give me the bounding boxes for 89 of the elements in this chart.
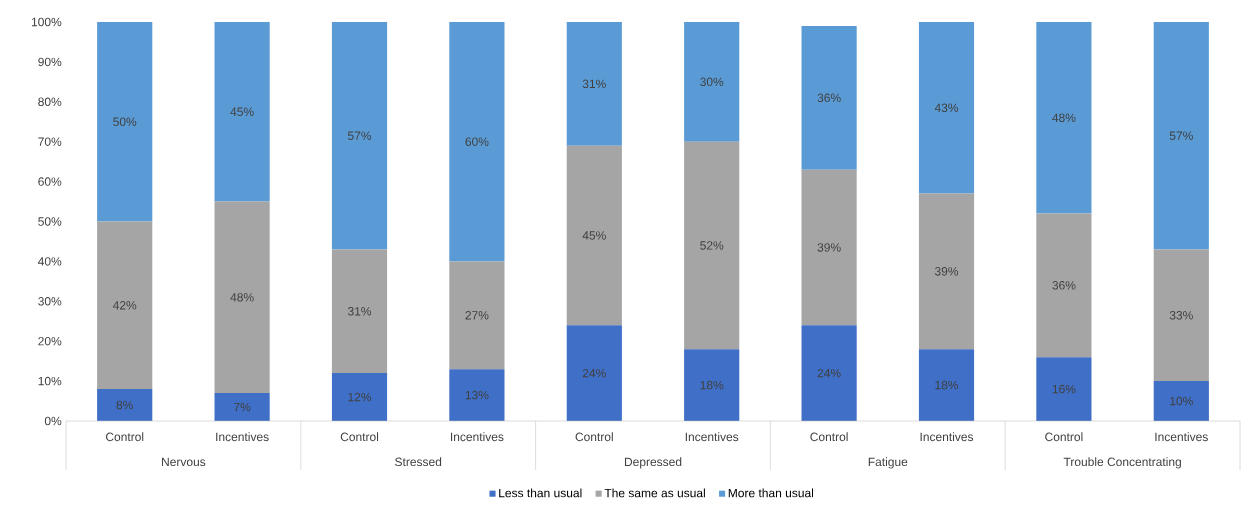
- legend-label: The same as usual: [604, 488, 705, 498]
- bar: [801, 325, 857, 421]
- bar: [449, 22, 505, 262]
- data-label: 13%: [465, 390, 489, 400]
- bar: [214, 22, 270, 202]
- x-tick-label: Control: [340, 432, 379, 442]
- data-label: 43%: [934, 103, 959, 113]
- bar: [97, 389, 153, 421]
- data-label: 18%: [935, 380, 959, 390]
- x-tick-label: Control: [1045, 432, 1083, 442]
- x-tick-label: Incentives: [1155, 432, 1208, 442]
- bar: [566, 325, 622, 421]
- y-tick-label: 50%: [38, 217, 62, 226]
- data-label: 48%: [1052, 113, 1076, 123]
- bar: [918, 349, 975, 421]
- data-label: 33%: [1169, 311, 1193, 320]
- data-label: 39%: [817, 243, 841, 252]
- bar: [918, 193, 975, 350]
- x-tick-label: Control: [575, 432, 613, 442]
- text: Depressed: [624, 457, 682, 469]
- bar: [214, 201, 270, 394]
- bar: [214, 393, 270, 421]
- bar: [1036, 213, 1092, 358]
- x-tick-label: Control: [105, 432, 144, 442]
- data-label: 45%: [582, 231, 606, 240]
- bar: [1036, 22, 1092, 214]
- bar: [684, 349, 740, 421]
- bar: [449, 261, 505, 370]
- x-tick-label: Incentives: [451, 432, 504, 442]
- data-label: 7%: [234, 402, 251, 412]
- text: Nervous: [162, 457, 206, 467]
- data-label: 39%: [934, 267, 959, 276]
- y-tick-label: 0%: [44, 416, 62, 426]
- data-label: 8%: [116, 400, 133, 410]
- bar: [918, 22, 975, 194]
- bar: [331, 22, 388, 250]
- data-label: 30%: [700, 77, 724, 87]
- bar: [97, 22, 153, 222]
- data-label: 36%: [817, 93, 841, 103]
- data-label: 31%: [347, 307, 372, 316]
- y-tick-label: 80%: [38, 97, 62, 107]
- y-tick-label: 90%: [38, 57, 62, 67]
- y-tick-label: 60%: [38, 177, 62, 186]
- y-tick-label: 30%: [38, 297, 62, 306]
- data-label: 52%: [700, 241, 724, 250]
- data-label: 16%: [1052, 384, 1076, 394]
- data-label: 10%: [1170, 396, 1193, 406]
- bar: [331, 373, 388, 421]
- x-tick-label: Incentives: [685, 432, 739, 442]
- x-tick-label: Incentives: [216, 432, 269, 442]
- y-tick-label: 100%: [31, 17, 62, 27]
- text: Trouble Concentrating: [1063, 457, 1181, 469]
- bar: [1153, 381, 1209, 421]
- data-label: 45%: [230, 107, 254, 116]
- bar: [449, 369, 505, 421]
- data-label: 48%: [230, 293, 254, 302]
- data-label: 12%: [348, 392, 372, 402]
- data-label: 18%: [700, 380, 724, 390]
- legend-label: More than usual: [728, 488, 814, 498]
- bar: [566, 145, 622, 326]
- bar: [1036, 357, 1092, 421]
- bar: [97, 221, 153, 390]
- legend-label: Less than usual: [499, 488, 582, 498]
- data-label: 24%: [817, 368, 841, 378]
- data-label: 60%: [465, 137, 489, 146]
- bar: [801, 25, 857, 170]
- data-label: 50%: [113, 117, 137, 127]
- y-tick-label: 10%: [38, 376, 62, 386]
- data-label: 24%: [582, 368, 606, 378]
- y-tick-label: 20%: [38, 336, 62, 346]
- x-tick-label: Control: [810, 432, 848, 442]
- text: Fatigue: [868, 457, 908, 469]
- y-tick-label: 70%: [38, 137, 62, 146]
- data-label: 42%: [112, 301, 137, 310]
- data-label: 27%: [465, 311, 489, 320]
- bar: [684, 141, 740, 350]
- bar: [1153, 22, 1209, 250]
- bar: [684, 22, 740, 142]
- data-label: 57%: [1169, 131, 1193, 140]
- bar: [566, 22, 622, 146]
- bar: [801, 169, 857, 326]
- data-label: 57%: [347, 131, 372, 140]
- data-label: 31%: [582, 79, 606, 89]
- y-tick-label: 40%: [37, 257, 62, 266]
- bar: [331, 249, 388, 374]
- data-label: 36%: [1052, 281, 1076, 290]
- bar: [1153, 249, 1209, 382]
- x-tick-label: Incentives: [920, 432, 974, 442]
- text: Stressed: [395, 457, 442, 467]
